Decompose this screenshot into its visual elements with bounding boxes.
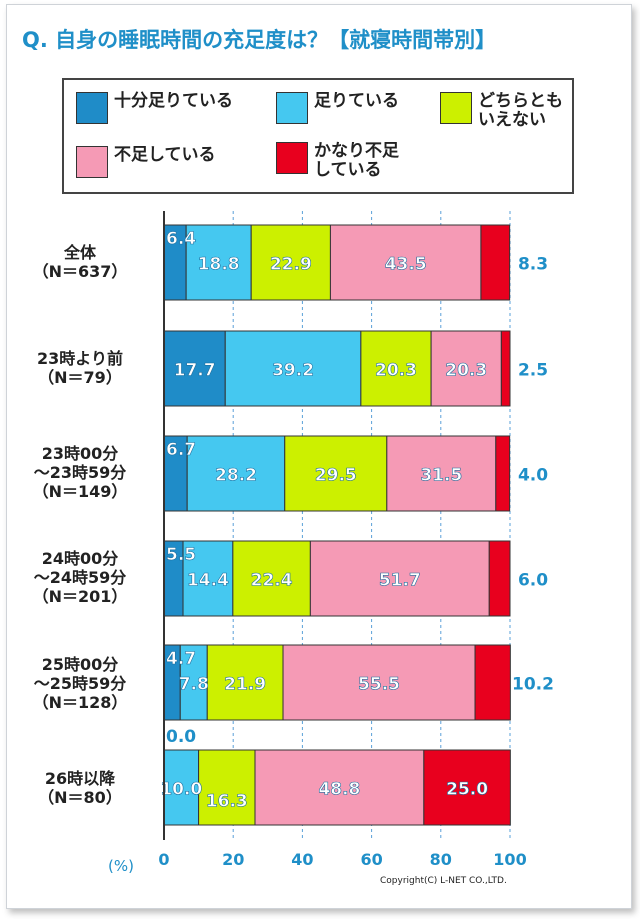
legend-swatch [76,146,108,178]
bar-segment-neutral [232,540,311,617]
data-label: 39.2 [272,361,314,381]
x-tick-label: 20 [222,850,244,869]
legend-label: 十分足りている [114,91,233,111]
data-label: 28.2 [215,466,257,486]
data-label: 5.5 [166,545,196,565]
bar-segment-very-sufficient [163,330,226,407]
legend: 十分足りている 足りている どちらとも いえない 不足している かなり不足 して… [62,78,574,194]
data-label: 25.0 [446,780,488,800]
bar-segment-very-insufficient [423,749,511,826]
bar-segment-insufficient [430,330,502,407]
category-label-24: 24時00分 ～24時59分 （N＝201） [32,549,128,606]
bar-segment-insufficient [254,749,425,826]
data-label: 4.7 [166,649,196,669]
data-label: 17.7 [174,361,216,381]
bar-segment-sufficient [224,330,362,407]
bar-segment-sufficient [179,644,208,721]
category-label-23: 23時00分 ～23時59分 （N＝149） [32,444,128,501]
legend-label: 足りている [314,91,399,111]
data-label: 16.3 [206,792,248,812]
bar-segment-sufficient [182,540,234,617]
axis-unit-label: (%) [108,857,134,875]
bar-segment-very-insufficient [474,644,511,721]
x-tick-label: 100 [493,850,526,869]
data-label: 48.8 [318,780,360,800]
chart-title: Q. 自身の睡眠時間の充足度は？【就寝時間帯別】 [22,28,497,52]
bar-segment-very-insufficient [500,330,511,407]
bar-segment-neutral [250,224,331,301]
data-label: 22.4 [251,571,293,591]
legend-item-very-insufficient: かなり不足 している [276,142,434,180]
data-label: 18.8 [198,255,240,275]
legend-swatch [76,92,108,124]
data-label: 14.4 [187,571,229,591]
legend-label: 不足している [114,145,216,165]
legend-item-neutral: どちらとも いえない [440,92,598,130]
data-label: 6.0 [518,571,548,591]
data-label: 55.5 [358,675,400,695]
legend-swatch [276,92,308,124]
x-tick-label: 80 [430,850,452,869]
x-tick-label: 60 [360,850,382,869]
x-tick-label: 40 [291,850,313,869]
legend-item-sufficient: 足りている [276,92,434,124]
bar-segment-neutral [198,749,256,826]
bar-segment-insufficient [282,644,476,721]
data-label: 8.3 [518,255,548,275]
legend-item-insufficient: 不足している [76,146,234,178]
copyright: Copyright(C) L-NET CO.,LTD. [380,876,507,886]
bar-segment-neutral [206,644,284,721]
data-label: 6.4 [166,229,196,249]
data-label: 22.9 [270,255,312,275]
data-label: 4.0 [518,466,548,486]
bar-segment-sufficient [185,224,252,301]
category-label-all: 全体 （N＝637） [32,243,128,281]
data-label: 2.5 [518,361,548,381]
x-tick-label: 0 [158,850,169,869]
bar-segment-very-insufficient [480,224,511,301]
data-label: 31.5 [420,466,462,486]
legend-swatch [276,142,308,174]
data-label: 0.0 [166,727,196,747]
data-label: 6.7 [166,440,196,460]
data-label: 7.8 [179,675,209,695]
legend-item-very-sufficient: 十分足りている [76,92,234,124]
legend-label: かなり不足 している [314,141,399,180]
bar-segment-very-insufficient [488,540,511,617]
legend-label: どちらとも いえない [478,91,563,130]
legend-swatch [440,92,472,124]
bar-segment-insufficient [309,540,490,617]
bar-segment-sufficient [186,435,286,512]
data-label: 10.0 [160,780,202,800]
bar-segment-insufficient [329,224,482,301]
data-label: 21.9 [224,675,266,695]
data-label: 43.5 [385,255,427,275]
bar-segment-very-insufficient [495,435,511,512]
category-label-before-23: 23時より前 （N＝79） [37,349,123,387]
data-label: 29.5 [315,466,357,486]
data-label: 10.2 [512,675,554,695]
category-label-26: 26時以降 （N＝80） [38,769,122,807]
category-label-25: 25時00分 ～25時59分 （N＝128） [32,655,128,712]
data-label: 20.3 [375,361,417,381]
data-label: 20.3 [445,361,487,381]
data-label: 51.7 [379,571,421,591]
